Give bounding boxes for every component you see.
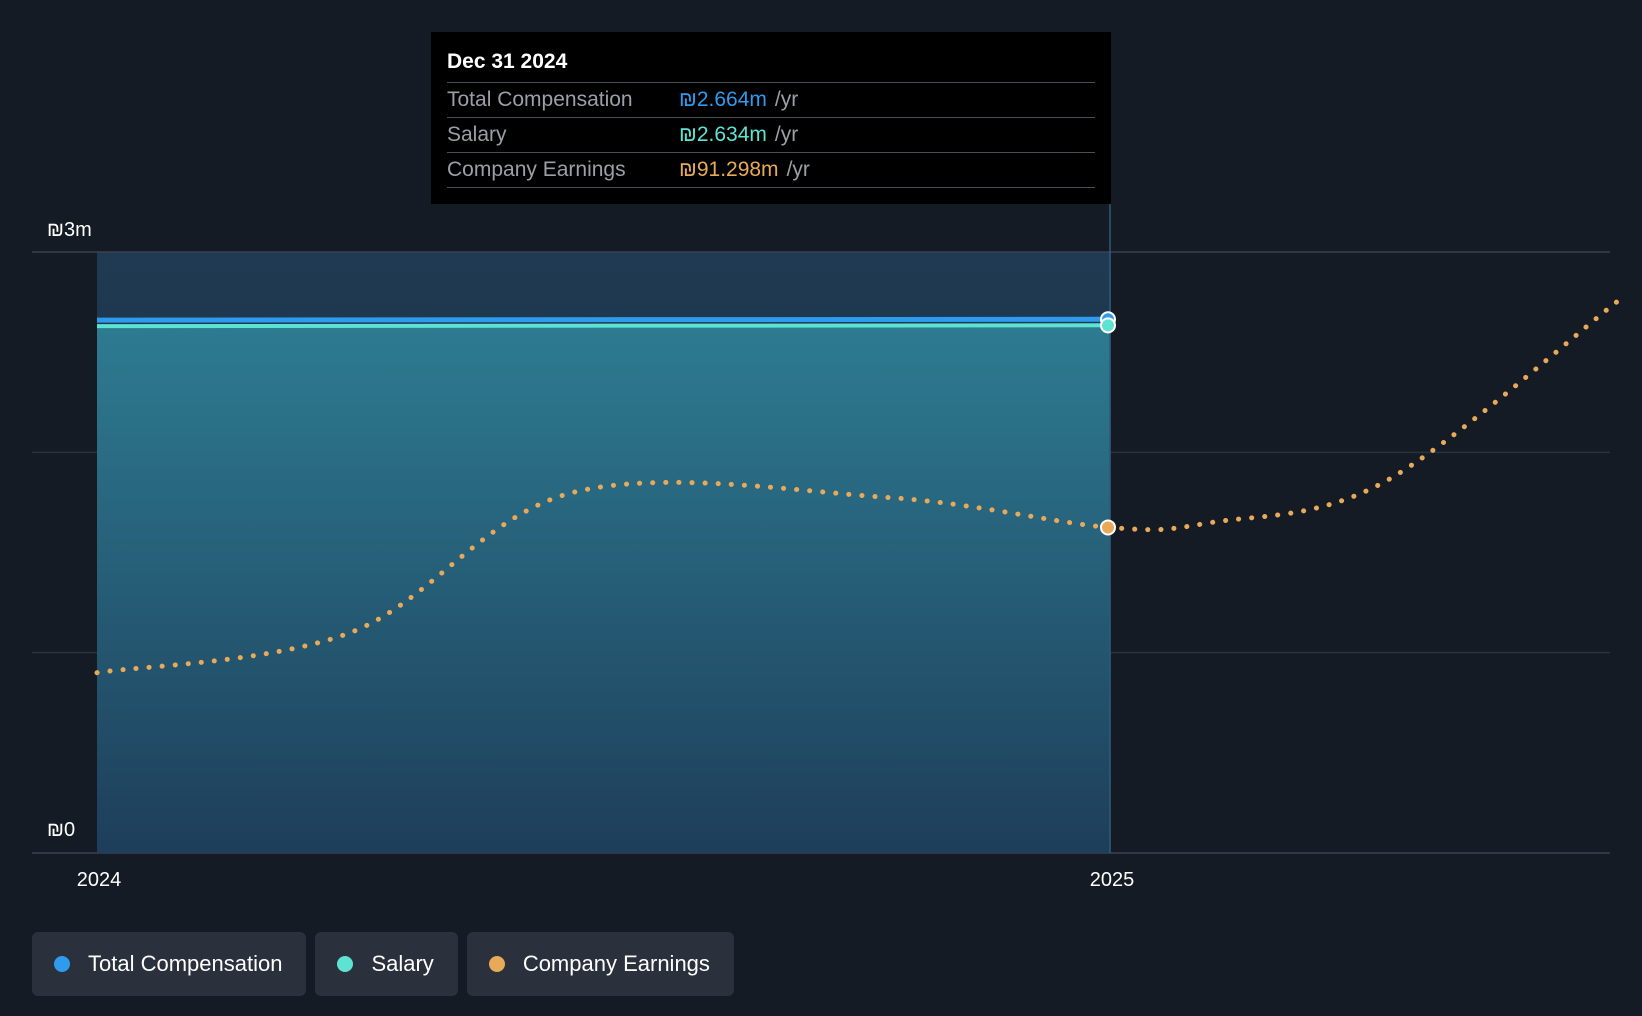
x-tick-label-2024: 2024 (77, 869, 122, 891)
legend-label: Salary (371, 951, 434, 976)
tooltip-value: ₪91.298m (679, 158, 779, 181)
legend-item-company-earnings[interactable]: Company Earnings (466, 932, 734, 996)
legend-item-salary[interactable]: Salary (315, 932, 458, 996)
tooltip-label: Salary (447, 123, 507, 146)
x-tick-label-2025: 2025 (1090, 869, 1135, 891)
tooltip-value: ₪2.634m (679, 123, 767, 146)
y-tick-label-bottom: ₪0 (47, 819, 75, 841)
legend: Total Compensation Salary Company Earnin… (32, 932, 734, 996)
tooltip: Dec 31 2024 Total Compensation ₪2.664m /… (431, 32, 1111, 204)
tooltip-unit: /yr (774, 88, 799, 111)
legend-label: Total Compensation (88, 951, 283, 976)
tooltip-value: ₪2.664m (679, 88, 767, 111)
company-earnings-point[interactable] (1100, 519, 1116, 536)
tooltip-unit: /yr (774, 123, 799, 146)
tooltip-unit: /yr (786, 158, 810, 181)
salary-point[interactable] (1100, 317, 1116, 334)
legend-label: Company Earnings (522, 951, 710, 976)
tooltip-label: Company Earnings (447, 158, 626, 181)
tooltip-row-total-compensation: Total Compensation ₪2.664m /yr (447, 82, 1095, 117)
tooltip-row-salary: Salary ₪2.634m /yr (447, 117, 1095, 152)
y-tick-label-top: ₪3m (47, 219, 92, 241)
legend-dot-icon (337, 956, 354, 972)
salary-line (96, 323, 1111, 329)
total-compensation-line (96, 316, 1111, 323)
legend-dot-icon (54, 956, 70, 972)
tooltip-date: Dec 31 2024 (447, 50, 568, 73)
tooltip-label: Total Compensation (447, 88, 633, 111)
legend-dot-icon (488, 956, 505, 972)
salary-area (97, 325, 1110, 853)
tooltip-row-company-earnings: Company Earnings ₪91.298m /yr (447, 152, 1095, 188)
legend-item-total-compensation[interactable]: Total Compensation (32, 932, 307, 996)
